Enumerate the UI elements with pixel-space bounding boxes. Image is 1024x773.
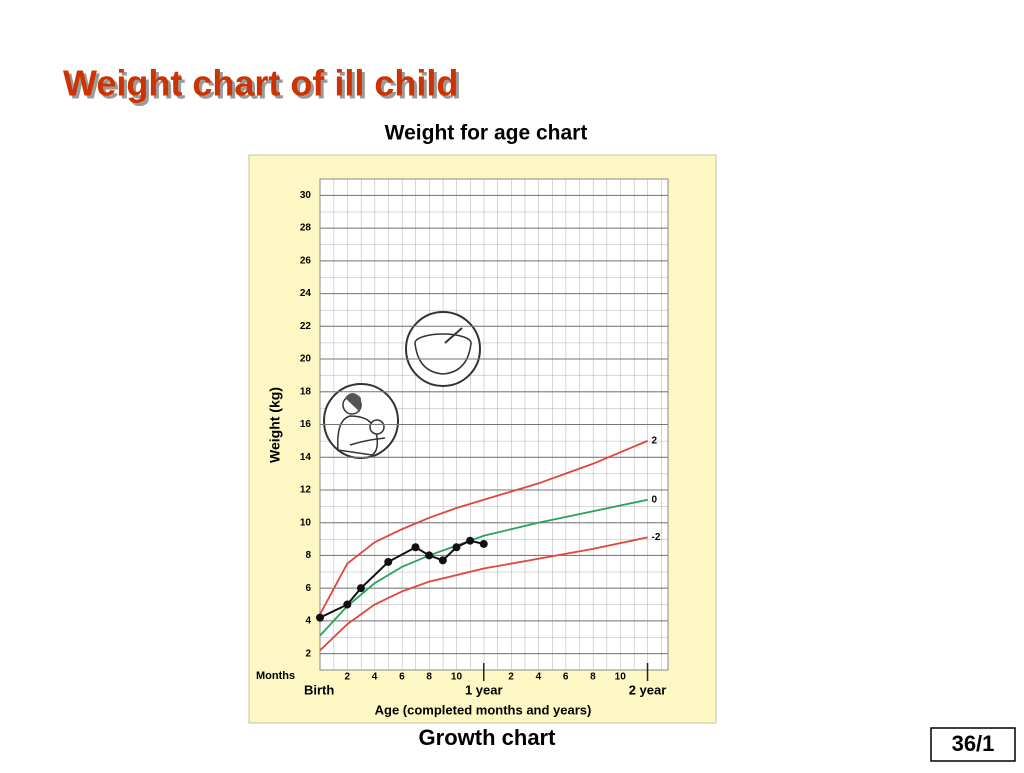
x-tick-label: Birth: [304, 682, 334, 697]
x-tick-label: 10: [615, 672, 627, 683]
x-tick-label: 2 year: [629, 682, 667, 697]
y-tick-label: 28: [300, 223, 312, 234]
y-tick-label: 30: [300, 190, 312, 201]
x-tick-label: 6: [563, 672, 569, 683]
series-label: -2: [652, 532, 661, 543]
mother-icon: [323, 383, 399, 459]
y-tick-label: 16: [300, 419, 312, 430]
slide-title: Weight chart of ill child: [63, 63, 458, 104]
y-tick-label: 22: [300, 321, 312, 332]
data-point: [466, 536, 475, 545]
y-tick-label: 14: [300, 452, 312, 463]
caption: Growth chart: [419, 725, 557, 750]
y-tick-label: 18: [300, 386, 312, 397]
y-tick-label: 8: [305, 550, 311, 561]
data-point: [452, 543, 461, 552]
slide-number-box: [930, 727, 1016, 762]
series-line: [319, 536, 648, 652]
y-tick-label: 12: [300, 485, 312, 496]
data-point: [425, 551, 434, 560]
x-tick-label: 8: [590, 672, 596, 683]
y-axis-label: Weight (kg): [267, 387, 283, 463]
series-label: 2: [652, 436, 658, 447]
data-point: [384, 557, 393, 566]
x-tick-label: 8: [426, 672, 432, 683]
data-point: [343, 600, 352, 609]
x-tick-label: 2: [508, 672, 514, 683]
y-tick-label: 26: [300, 255, 312, 266]
chart-title: Weight for age chart: [385, 122, 588, 145]
data-point: [316, 613, 324, 622]
x-tick-label: 10: [451, 672, 463, 683]
data-point: [438, 556, 447, 565]
x-tick-label: 1 year: [465, 682, 503, 697]
y-tick-label: 6: [305, 583, 311, 594]
series-line: [319, 440, 648, 615]
data-point: [411, 543, 420, 552]
slide-number: 36/1: [952, 731, 995, 756]
x-tick-label: 2: [345, 672, 351, 683]
x-tick-label: 4: [372, 672, 378, 683]
y-tick-label: 4: [305, 616, 311, 627]
series-label: 0: [652, 494, 658, 505]
bowl-icon: [405, 311, 481, 387]
x-axis-label: Age (completed months and years): [375, 702, 592, 717]
y-tick-label: 10: [300, 517, 312, 528]
series-line: [319, 498, 648, 637]
series-line: [319, 539, 484, 619]
x-tick-label: 4: [536, 672, 542, 683]
y-tick-label: 20: [300, 354, 312, 365]
y-tick-label: 24: [300, 288, 312, 299]
data-point: [356, 584, 365, 593]
y-tick-label: 2: [305, 648, 311, 659]
title-shadow: Weight chart of ill child: [66, 66, 461, 107]
x-unit-label: Months: [256, 670, 295, 682]
x-tick-label: 6: [399, 672, 405, 683]
data-point: [479, 539, 488, 548]
